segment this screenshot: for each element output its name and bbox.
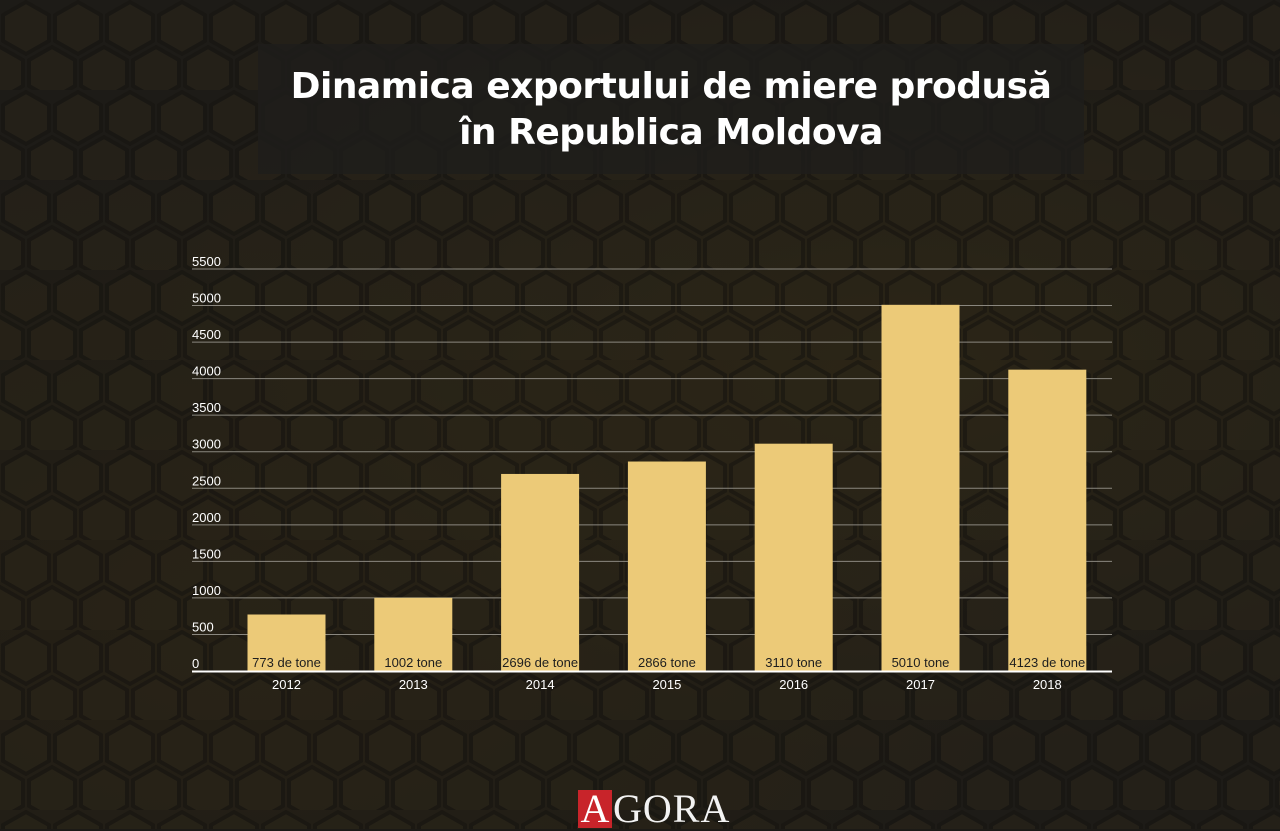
y-tick-label-3000: 3000 (192, 437, 221, 452)
data-labels: 773 de tone 1002 tone 2696 de tone 2866 ton… (252, 655, 1085, 670)
y-tick-label-1500: 1500 (192, 546, 221, 561)
data-label-2015: 2866 tone (638, 655, 696, 670)
data-label-2017: 5010 tone (892, 655, 950, 670)
x-tick-label-2013: 2013 (399, 677, 428, 692)
bar-2012 (247, 614, 326, 671)
y-tick-label-4000: 4000 (192, 364, 221, 379)
data-label-2012: 773 de tone (252, 655, 321, 670)
x-tick-label-2012: 2012 (272, 677, 301, 692)
x-tick-label-2015: 2015 (652, 677, 681, 692)
x-axis-ticks: 2012 2013 2014 2015 2016 2017 2018 (272, 677, 1062, 692)
logo-letters: GORA (613, 786, 731, 831)
data-label-2014: 2696 de tone (502, 655, 578, 670)
bar-2014 (501, 473, 580, 671)
x-tick-label-2018: 2018 (1033, 677, 1062, 692)
bar-2015 (627, 461, 706, 671)
y-axis-ticks: 0 500 1000 1500 2000 2500 3000 3500 4000 4500 5000… (192, 254, 221, 671)
y-tick-label-500: 500 (192, 619, 214, 634)
y-tick-label-5000: 5000 (192, 291, 221, 306)
chart-title-line-2: în Republica Moldova (459, 112, 883, 153)
x-tick-label-2017: 2017 (906, 677, 935, 692)
data-label-2018: 4123 de tone (1009, 655, 1085, 670)
y-tick-label-4500: 4500 (192, 327, 221, 342)
y-tick-label-3500: 3500 (192, 400, 221, 415)
bar-2016 (754, 443, 833, 671)
bar-2013 (374, 597, 453, 671)
y-tick-label-5500: 5500 (192, 254, 221, 269)
data-label-2016: 3110 tone (765, 655, 822, 670)
title-panel (258, 44, 1084, 174)
agora-logo: A GORA (578, 786, 731, 831)
bars (247, 304, 1087, 671)
chart-title-line-1: Dinamica exportului de miere produsă (290, 66, 1052, 107)
bar-2017 (881, 304, 960, 671)
bar-2018 (1008, 369, 1087, 671)
chart-title: Dinamica exportului de miere produsă în … (258, 64, 1084, 156)
y-tick-label-0: 0 (192, 656, 199, 671)
x-tick-label-2014: 2014 (526, 677, 555, 692)
y-tick-label-2500: 2500 (192, 473, 221, 488)
logo-letter-a: A (578, 789, 612, 829)
y-tick-label-2000: 2000 (192, 510, 221, 525)
data-label-2013: 1002 tone (384, 655, 442, 670)
y-tick-label-1000: 1000 (192, 583, 221, 598)
x-tick-label-2016: 2016 (779, 677, 808, 692)
